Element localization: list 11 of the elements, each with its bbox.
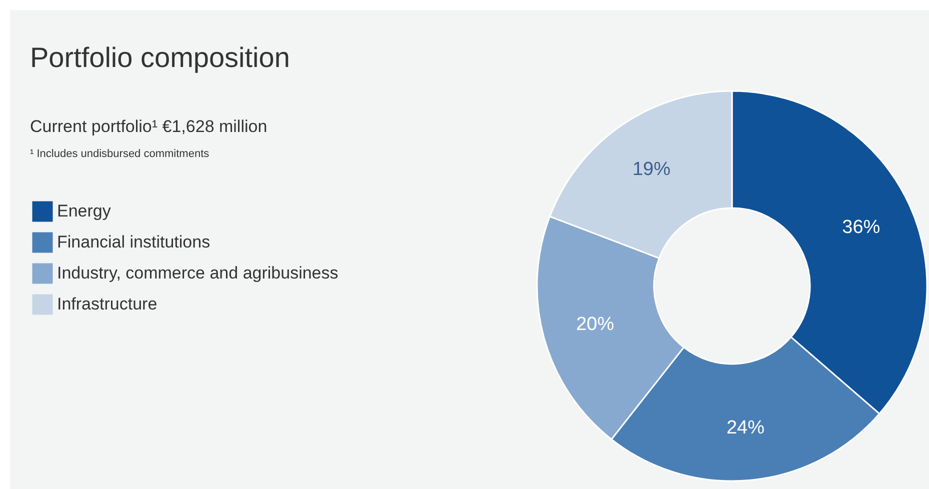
legend-label: Industry, commerce and agribusiness	[57, 264, 338, 282]
legend-label: Infrastructure	[57, 294, 158, 314]
text: Current portfolio¹ €1,628 million	[30, 117, 268, 137]
legend-label: Energy	[57, 202, 112, 220]
data-label: 24%	[726, 417, 765, 438]
text: ¹ Includes undisbursed commitments	[30, 148, 210, 160]
data-label: 36%	[842, 217, 880, 238]
legend-label: Financial institutions	[57, 232, 210, 252]
chart-title: Portfolio composition	[30, 42, 290, 74]
data-label: 20%	[576, 314, 614, 335]
data-label: 19%	[632, 159, 671, 180]
